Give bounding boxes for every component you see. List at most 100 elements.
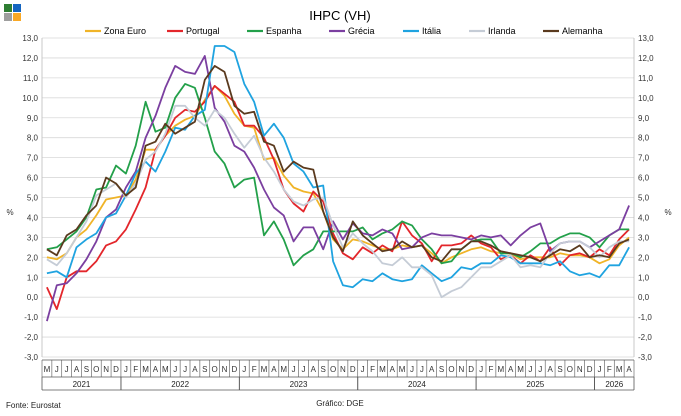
x-tick-label: D: [350, 365, 356, 374]
y-tick-label: -3,0: [24, 353, 38, 362]
x-tick-label: J: [242, 365, 246, 374]
x-tick-label: J: [528, 365, 532, 374]
x-tick-label: J: [301, 365, 305, 374]
series-lines: [46, 45, 630, 322]
x-tick-label: M: [517, 365, 524, 374]
x-tick-label: O: [330, 365, 336, 374]
y-tick-label: 3,0: [638, 233, 650, 242]
y-axis-right: -3,0 -2,0 -1,0 0,0 1,0 2,0 3,0 4,0 5,0 6,0 7,0 8,0 9…: [638, 34, 654, 362]
x-tick-label: M: [44, 365, 51, 374]
x-tick-label: A: [626, 365, 632, 374]
x-tick-label: J: [292, 365, 296, 374]
x-tick-label: J: [410, 365, 414, 374]
y-axis-left: -3,0 -2,0 -1,0 0,0 1,0 2,0 3,0 4,0 5,0 6,0 7,0 8,0 9…: [22, 34, 38, 362]
x-tick-label: A: [547, 365, 553, 374]
x-tick-label: N: [103, 365, 109, 374]
year-label: 2022: [171, 380, 189, 389]
y-tick-label: 7,0: [638, 154, 650, 163]
legend-label: Espanha: [266, 26, 302, 36]
x-tick-label: J: [361, 365, 365, 374]
logo: [4, 4, 21, 21]
grid: [41, 37, 635, 358]
x-tick-label: J: [55, 365, 59, 374]
year-label: 2025: [526, 380, 544, 389]
x-tick-label: A: [429, 365, 435, 374]
y-tick-label: 4,0: [638, 213, 650, 222]
y-axis-label-left: %: [6, 208, 13, 217]
year-label: 2021: [73, 380, 91, 389]
x-tick-label: F: [488, 365, 493, 374]
legend-label: Itália: [422, 26, 441, 36]
y-tick-label: 5,0: [27, 194, 39, 203]
year-label: 2023: [290, 380, 308, 389]
y-tick-label: 13,0: [22, 34, 38, 43]
x-tick-label: N: [458, 365, 464, 374]
y-tick-label: 6,0: [638, 174, 650, 183]
x-tick-label: M: [162, 365, 169, 374]
x-tick-label: J: [479, 365, 483, 374]
x-tick-label: M: [142, 365, 149, 374]
x-tick-label: M: [497, 365, 504, 374]
source-note: Fonte: Eurostat: [6, 401, 61, 410]
x-tick-label: M: [280, 365, 287, 374]
x-tick-label: J: [183, 365, 187, 374]
y-tick-label: 9,0: [27, 114, 39, 123]
x-tick-label: F: [607, 365, 612, 374]
year-label: 2024: [408, 380, 426, 389]
y-tick-label: 1,0: [27, 273, 39, 282]
year-label: 2026: [605, 380, 623, 389]
x-tick-label: M: [261, 365, 268, 374]
x-tick-label: D: [113, 365, 119, 374]
logo-square: [13, 13, 21, 21]
y-tick-label: 7,0: [27, 154, 39, 163]
series-line-alemanha: [46, 65, 630, 263]
legend-label: Irlanda: [488, 26, 516, 36]
y-tick-label: 10,0: [22, 94, 38, 103]
x-tick-label: J: [420, 365, 424, 374]
x-tick-label: A: [74, 365, 80, 374]
legend: Zona Euro Portugal Espanha Grécia Itália Irla…: [85, 26, 603, 36]
x-tick-label: N: [340, 365, 346, 374]
logo-square: [13, 4, 21, 12]
y-tick-label: 12,0: [638, 54, 654, 63]
y-tick-label: 8,0: [638, 134, 650, 143]
chart-title: IHPC (VH): [309, 8, 370, 23]
x-tick-label: S: [439, 365, 444, 374]
y-tick-label: 13,0: [638, 34, 654, 43]
y-tick-label: 0,0: [27, 293, 39, 302]
logo-square: [4, 13, 12, 21]
x-tick-label: J: [538, 365, 542, 374]
legend-label: Grécia: [348, 26, 375, 36]
y-tick-label: -1,0: [24, 313, 38, 322]
y-tick-label: -2,0: [638, 333, 652, 342]
x-tick-label: D: [587, 365, 593, 374]
y-tick-label: -2,0: [24, 333, 38, 342]
x-tick-label: D: [232, 365, 238, 374]
x-tick-label: A: [311, 365, 317, 374]
x-tick-label: S: [84, 365, 89, 374]
logo-square: [4, 4, 12, 12]
y-tick-label: 5,0: [638, 194, 650, 203]
y-tick-label: 11,0: [23, 74, 39, 83]
x-tick-label: O: [93, 365, 99, 374]
y-tick-label: 12,0: [22, 54, 38, 63]
x-tick-label: N: [577, 365, 583, 374]
series-line-itália: [46, 45, 630, 289]
x-tick-label: A: [153, 365, 159, 374]
x-tick-label: M: [399, 365, 406, 374]
x-tick-label: D: [468, 365, 474, 374]
x-tick-label: J: [597, 365, 601, 374]
x-tick-label: M: [616, 365, 623, 374]
y-tick-label: 9,0: [638, 114, 650, 123]
x-tick-label: O: [567, 365, 573, 374]
x-tick-label: O: [448, 365, 454, 374]
y-tick-label: -1,0: [638, 313, 652, 322]
x-tick-label: A: [508, 365, 514, 374]
x-tick-label: M: [379, 365, 386, 374]
y-tick-label: 2,0: [27, 253, 39, 262]
x-tick-label: J: [65, 365, 69, 374]
x-tick-label: J: [173, 365, 177, 374]
x-tick-label: F: [133, 365, 138, 374]
